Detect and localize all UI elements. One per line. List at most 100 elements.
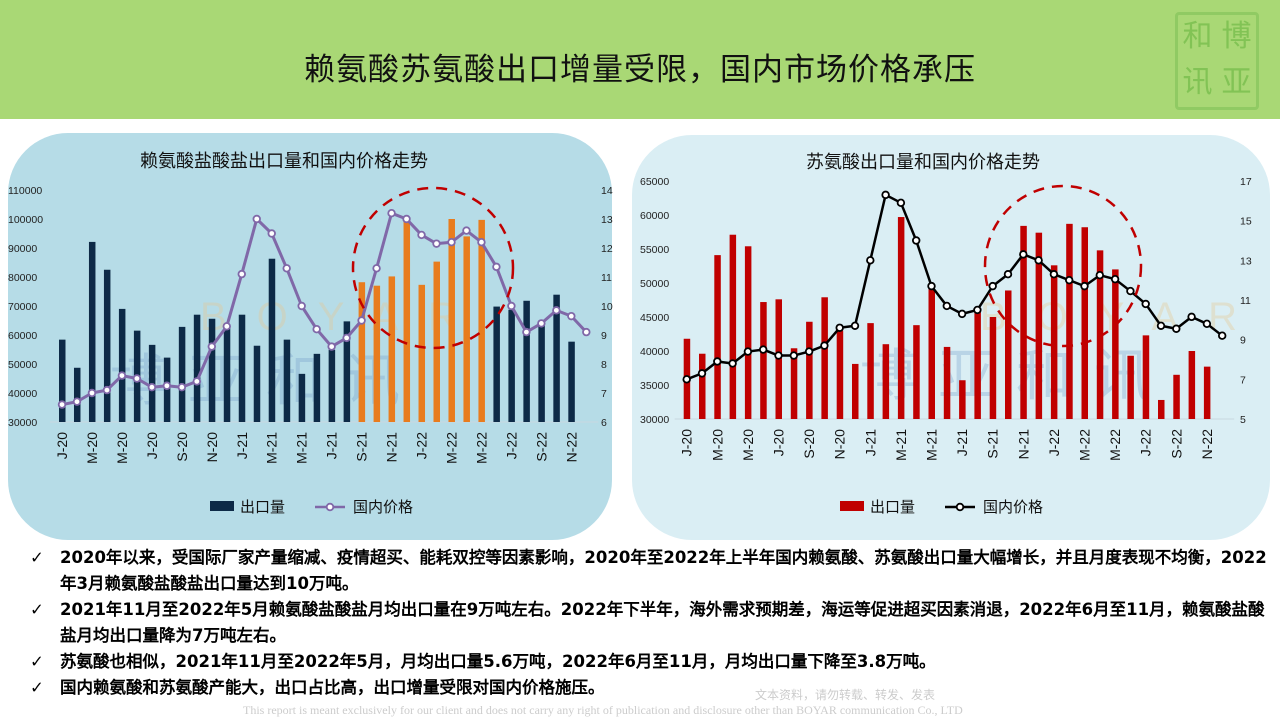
price-point <box>72 397 82 406</box>
y-left-tick-label: 50000 <box>8 359 37 371</box>
price-point <box>973 305 982 315</box>
y-right-tick-label: 6 <box>601 417 607 429</box>
y-right-tick-label: 14 <box>601 185 613 197</box>
price-point <box>1049 270 1059 279</box>
bar-export-volume <box>744 246 752 419</box>
price-point <box>1187 312 1196 322</box>
lysine-chart-title: 赖氨酸盐酸盐出口量和国内价格走势 <box>140 151 428 172</box>
x-tick-label: N-20 <box>832 429 848 460</box>
price-point <box>713 357 722 366</box>
check-icon: ✓ <box>30 652 44 671</box>
price-point <box>462 226 471 235</box>
disclaimer-en: This report is meant exclusively for our… <box>243 703 963 717</box>
price-point <box>850 321 860 330</box>
bar-export-volume <box>1158 399 1165 419</box>
bar-export-volume <box>1142 335 1150 419</box>
price-point <box>162 381 172 390</box>
price-point <box>682 375 691 384</box>
price-point <box>697 369 707 378</box>
y-left-tick-label: 30000 <box>640 414 669 426</box>
bar-export-volume <box>913 325 920 419</box>
check-icon: ✓ <box>30 600 44 619</box>
x-tick-label: J-20 <box>144 432 160 459</box>
price-point <box>1141 299 1150 309</box>
bar-export-volume <box>790 348 798 419</box>
bar-export-volume <box>882 344 890 419</box>
price-point <box>774 351 783 360</box>
bullet-text: 2020年以来，受国际厂家产量缩减、疫情超买、能耗双控等因素影响，2020年至2… <box>60 548 1267 593</box>
bar-export-volume <box>448 219 455 422</box>
bar-export-volume <box>328 349 336 422</box>
bar-export-volume <box>1127 355 1134 419</box>
price-point <box>342 333 351 343</box>
highlight-dashed-circle <box>351 186 515 350</box>
bar-export-volume <box>223 326 231 422</box>
legend-line-marker <box>325 502 335 512</box>
x-tick-label: M-20 <box>84 432 100 464</box>
y-right-tick-label: 13 <box>601 214 613 226</box>
x-tick-label: J-20 <box>54 432 70 459</box>
bar-export-volume <box>193 314 201 422</box>
price-point <box>507 301 516 311</box>
bar-export-volume <box>388 276 396 422</box>
bullet-text: 2021年11月至2022年5月赖氨酸盐酸盐月均出口量在9万吨左右。2022年下… <box>60 600 1265 645</box>
check-icon: ✓ <box>30 548 44 567</box>
bullet-text: 苏氨酸也相似，2021年11月至2022年5月，月均出口量5.6万吨，2022年… <box>60 652 936 671</box>
y-right-tick-label: 12 <box>601 243 613 255</box>
price-point <box>743 347 753 356</box>
x-tick-label: N-20 <box>204 432 220 463</box>
bullet-list: ✓ 2020年以来，受国际厂家产量缩减、疫情超买、能耗双控等因素影响，2020年至… <box>30 545 1270 701</box>
page-title: 赖氨酸苏氨酸出口增量受限，国内市场价格承压 <box>304 52 976 88</box>
price-point <box>896 198 906 208</box>
price-point <box>881 190 890 200</box>
x-tick-label: N-22 <box>1199 429 1215 460</box>
price-point <box>1034 256 1043 265</box>
x-tick-label: M-22 <box>473 432 489 464</box>
x-tick-label: M-21 <box>924 429 940 461</box>
bar-export-volume <box>478 219 485 422</box>
bar-export-volume <box>1050 265 1058 419</box>
price-point <box>1217 331 1227 340</box>
x-tick-label: N-22 <box>563 432 579 463</box>
price-point <box>297 301 306 311</box>
x-tick-label: J-22 <box>503 432 519 459</box>
bullet-item: ✓ 2020年以来，受国际厂家产量缩减、疫情超买、能耗双控等因素影响，2020年至… <box>30 545 1270 597</box>
y-left-tick-label: 90000 <box>8 243 37 255</box>
x-tick-label: N-21 <box>384 432 400 463</box>
price-point <box>835 323 844 332</box>
legend-label-price: 国内价格 <box>983 499 1043 516</box>
price-point <box>267 229 276 238</box>
x-tick-label: S-21 <box>985 429 1001 459</box>
price-point <box>1156 321 1166 330</box>
bar-export-volume <box>523 300 530 422</box>
x-tick-label: M-22 <box>443 432 459 464</box>
disclaimer-cn: 文本资料，请勿转载、转发、发表 <box>755 688 936 702</box>
price-point <box>1126 286 1135 296</box>
price-point <box>177 383 187 392</box>
bullet-item: ✓ 2021年11月至2022年5月赖氨酸盐酸盐月均出口量在9万吨左右。2022年… <box>30 597 1270 649</box>
bar-export-volume <box>943 346 951 419</box>
y-left-tick-label: 100000 <box>8 214 43 226</box>
bar-export-volume <box>283 339 291 422</box>
threonine-chart-panel <box>632 135 1270 540</box>
y-left-tick-label: 50000 <box>640 278 669 290</box>
bar-export-volume <box>298 373 306 422</box>
price-point <box>522 327 531 337</box>
x-tick-label: J-21 <box>862 429 878 456</box>
x-tick-label: M-21 <box>264 432 280 464</box>
bar-export-volume <box>553 294 560 422</box>
price-point <box>582 327 591 337</box>
bar-export-volume <box>538 323 545 422</box>
price-point <box>552 306 561 315</box>
bar-export-volume <box>118 308 126 422</box>
price-point <box>1172 324 1181 333</box>
bar-export-volume <box>1005 290 1012 419</box>
price-point <box>957 309 967 319</box>
bar-export-volume <box>1096 250 1104 419</box>
x-tick-label: S-20 <box>174 432 190 462</box>
price-point <box>357 316 366 325</box>
bar-export-volume <box>836 330 844 419</box>
bar-export-volume <box>59 339 66 422</box>
bar-export-volume <box>989 317 997 419</box>
price-point <box>402 214 411 224</box>
